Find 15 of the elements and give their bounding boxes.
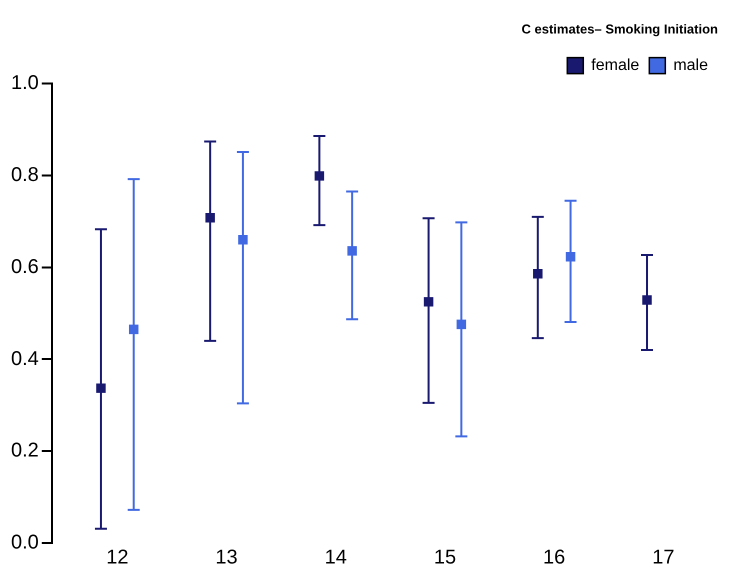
x-tick-label: 16 [543,546,566,569]
y-tick-label: 0.8 [10,164,39,186]
y-tick-label: 0.6 [10,256,39,278]
chart-title: C estimates– Smoking Initiation [522,21,718,36]
y-tick-label: 1.0 [10,72,39,94]
legend-label: male [673,57,708,74]
x-tick-label: 12 [106,546,128,569]
x-tick-label: 15 [434,546,456,569]
x-tick-label: 14 [324,546,347,569]
legend-label: female [591,57,640,74]
x-tick-label: 13 [215,546,238,569]
y-tick-label: 0.4 [10,348,39,370]
y-tick-label: 0.2 [10,440,39,462]
x-tick-label: 17 [652,546,675,569]
y-tick-label: 0.0 [10,532,39,554]
